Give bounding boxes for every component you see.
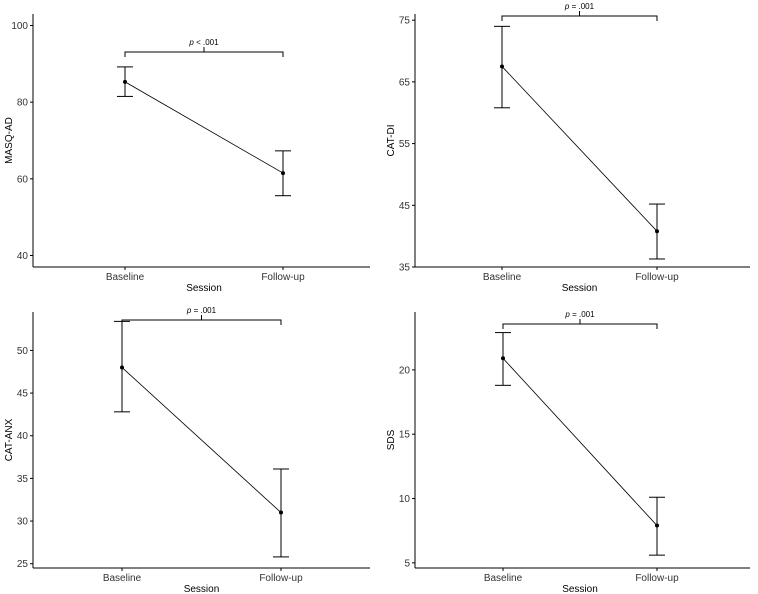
y-tick-label: 30 [17, 517, 29, 528]
x-axis-title: Session [562, 283, 598, 294]
y-axis-title: SDS [386, 429, 397, 450]
mean-point [279, 510, 283, 515]
mean-point [120, 365, 124, 370]
mean-connector-line [124, 81, 284, 174]
x-axis-title: Session [186, 283, 222, 294]
y-tick-label: 65 [399, 77, 411, 88]
y-tick-label: 5 [404, 558, 410, 569]
y-tick-label: 45 [17, 389, 29, 400]
mean-point [501, 356, 505, 361]
x-tick-label: Follow-up [261, 272, 305, 283]
y-axis-title: CAT-ANX [4, 418, 15, 461]
significance-label: p < .001 [188, 38, 219, 47]
mean-point [655, 523, 659, 528]
significance-bracket [124, 47, 284, 57]
significance-bracket [502, 319, 658, 329]
x-tick-label: Baseline [484, 573, 523, 584]
chart-panel: 35 45 55 65 75 Baseline Follow-up Session CAT-DI… [386, 2, 750, 294]
chart-panel: 25 30 35 40 45 50 Baseline Follow-up Session CAT-… [4, 306, 370, 594]
mean-point [500, 64, 504, 69]
significance-bracket [501, 11, 658, 21]
mean-point [281, 171, 285, 176]
significance-bracket [121, 315, 282, 325]
x-axis-title: Session [562, 584, 598, 594]
x-tick-label: Follow-up [259, 573, 303, 584]
y-tick-label: 25 [17, 559, 29, 570]
mean-connector-line [121, 367, 282, 513]
y-tick-label: 40 [17, 431, 29, 442]
y-tick-label: 40 [17, 251, 29, 262]
y-tick-label: 15 [399, 430, 411, 441]
y-tick-label: 60 [17, 174, 29, 185]
y-tick-label: 100 [11, 21, 28, 32]
mean-point [655, 229, 659, 234]
y-tick-label: 80 [17, 98, 29, 109]
mean-connector-line [501, 66, 658, 232]
x-tick-label: Follow-up [635, 573, 679, 584]
y-tick-label: 35 [399, 263, 411, 274]
y-axis-title: CAT-DI [386, 124, 397, 156]
chart-panel: 5 10 15 20 Baseline Follow-up Session SDS p = .0… [386, 310, 750, 594]
mean-connector-line [502, 358, 658, 526]
x-tick-label: Baseline [106, 272, 145, 283]
x-axis-title: Session [184, 584, 220, 594]
y-tick-label: 10 [399, 494, 411, 505]
y-tick-label: 20 [399, 365, 411, 376]
significance-label: p = .001 [564, 2, 595, 11]
significance-label: p = .001 [564, 310, 595, 319]
y-tick-label: 45 [399, 201, 411, 212]
x-tick-label: Baseline [103, 573, 142, 584]
y-axis-title: MASQ-AD [4, 117, 15, 164]
chart-panel: 40 60 80 100 Baseline Follow-up Session MASQ-AD… [4, 14, 370, 294]
significance-label: p = .001 [186, 306, 217, 315]
y-tick-label: 75 [399, 16, 411, 27]
y-tick-label: 55 [399, 139, 411, 150]
x-tick-label: Follow-up [635, 272, 679, 283]
mean-point [123, 79, 127, 84]
y-tick-label: 50 [17, 346, 29, 357]
x-tick-label: Baseline [483, 272, 522, 283]
y-tick-label: 35 [17, 474, 29, 485]
